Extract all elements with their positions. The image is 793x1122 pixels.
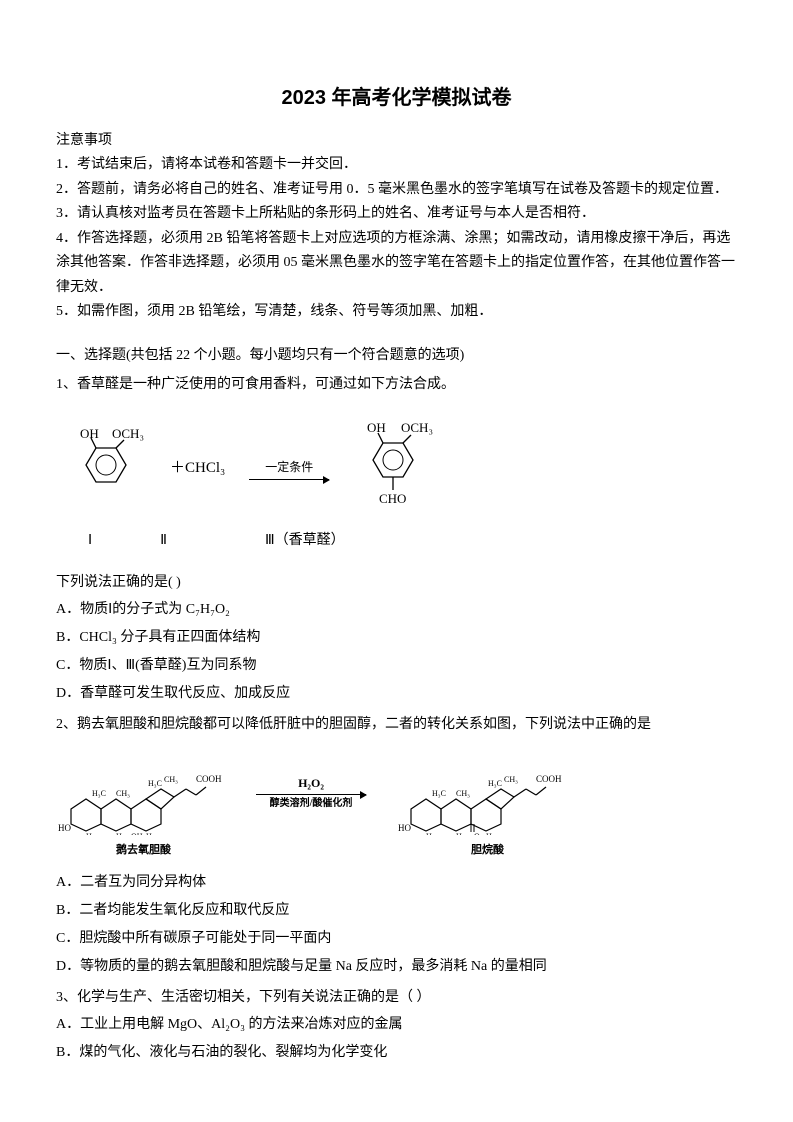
q2-option-a: A．二者互为同分异构体	[56, 869, 737, 897]
note-2: 2．答题前，请务必将自己的姓名、准考证号用 0．5 毫米黑色墨水的签字笔填写在试…	[56, 178, 737, 203]
q3-option-b: B．煤的气化、液化与石油的裂化、裂解均为化学变化	[56, 1039, 737, 1067]
reaction-arrow-2: H₂O₂ 醇类溶剂/酸催化剂	[256, 773, 366, 814]
section-1-heading: 一、选择题(共包括 22 个小题。每小题均只有一个符合题意的选项)	[56, 343, 737, 368]
svg-text:HO: HO	[58, 823, 71, 833]
svg-text:HO: HO	[398, 823, 411, 833]
label-mol-1: Ⅰ	[88, 528, 92, 553]
note-3: 3．请认真核对监考员在答题卡上所粘贴的条形码上的姓名、准考证号与本人是否相符．	[56, 202, 737, 227]
svg-text:H₃C: H₃C	[148, 779, 162, 788]
q3-stem: 3、化学与生产、生活密切相关，下列有关说法正确的是（ ）	[56, 985, 737, 1012]
svg-text:CH₃: CH₃	[504, 775, 518, 784]
arrow-top-label: H₂O₂	[298, 773, 324, 795]
arrow-condition-label: 一定条件	[265, 457, 313, 479]
svg-text:OCH₃: OCH₃	[112, 428, 144, 441]
svg-text:CH₃: CH₃	[116, 789, 130, 798]
molecule-3: OH OCH₃ CHO	[353, 418, 443, 518]
svg-text:H: H	[426, 832, 432, 835]
svg-text:H: H	[146, 832, 152, 835]
svg-text:H₃C: H₃C	[432, 789, 446, 798]
steroid-right-icon: HO CH₃ H₃C H₃C CH₃ H H H O COOH	[396, 749, 566, 837]
compound-name-right: 胆烷酸	[471, 841, 504, 861]
svg-text:OH: OH	[80, 428, 99, 441]
q3-option-a: A．工业上用电解 MgO、Al₂O₃ 的方法来冶炼对应的金属	[56, 1011, 737, 1039]
svg-text:CHO: CHO	[379, 491, 406, 506]
note-4: 4．作答选择题，必须用 2B 铅笔将答题卡上对应选项的方框涂满、涂黑；如需改动，…	[56, 227, 737, 301]
q2-option-d: D．等物质的量的鹅去氧胆酸和胆烷酸与足量 Na 反应时，最多消耗 Na 的量相同	[56, 953, 737, 981]
arrow-bottom-label: 醇类溶剂/酸催化剂	[270, 795, 353, 813]
q2-transform-diagram: HO CH₃ H₃C H₃C CH₃ H H H OH COOH H₂O₂ 醇类…	[56, 749, 737, 837]
q2-option-b: B．二者均能发生氧化反应和取代反应	[56, 897, 737, 925]
q2-stem: 2、鹅去氧胆酸和胆烷酸都可以降低肝脏中的胆固醇，二者的转化关系如图，下列说法中正…	[56, 712, 737, 739]
q1-reaction-diagram: OH OCH₃ ＋CHCl₃ 一定条件 OH OCH₃ CHO	[66, 418, 737, 518]
svg-text:H₃C: H₃C	[92, 789, 106, 798]
q1-stem: 1、香草醛是一种广泛使用的可食用香料，可通过如下方法合成。	[56, 372, 737, 399]
plus-reagent: ＋CHCl₃	[170, 455, 225, 482]
note-5: 5．如需作图，须用 2B 铅笔绘，写清楚，线条、符号等须加黑、加粗．	[56, 300, 737, 325]
benzene-ring-1-icon: OH OCH₃	[66, 428, 146, 508]
q1-prompt: 下列说法正确的是( )	[56, 570, 737, 597]
svg-text:COOH: COOH	[196, 774, 222, 784]
svg-text:CH₃: CH₃	[456, 789, 470, 798]
svg-text:H₃C: H₃C	[488, 779, 502, 788]
svg-text:H: H	[86, 832, 92, 835]
svg-text:CH₃: CH₃	[164, 775, 178, 784]
svg-text:COOH: COOH	[536, 774, 562, 784]
svg-text:H: H	[116, 832, 122, 835]
exam-title: 2023 年高考化学模拟试卷	[56, 80, 737, 116]
molecule-1: OH OCH₃	[66, 428, 146, 508]
notes-heading: 注意事项	[56, 128, 737, 153]
label-mol-3: Ⅲ（香草醛）	[265, 528, 345, 553]
svg-text:OH: OH	[131, 832, 143, 835]
svg-text:H: H	[486, 832, 492, 835]
q1-molecule-labels: Ⅰ Ⅱ Ⅲ（香草醛）	[88, 528, 737, 553]
note-1: 1．考试结束后，请将本试卷和答题卡一并交回．	[56, 153, 737, 178]
q1-option-a: A．物质Ⅰ的分子式为 C₇H₇O₂	[56, 596, 737, 624]
q1-option-d: D．香草醛可发生取代反应、加成反应	[56, 680, 737, 708]
steroid-left-icon: HO CH₃ H₃C H₃C CH₃ H H H OH COOH	[56, 749, 226, 837]
svg-text:O: O	[474, 832, 480, 835]
label-mol-2: Ⅱ	[160, 528, 167, 553]
benzene-ring-3-icon: OH OCH₃ CHO	[353, 418, 443, 518]
q2-option-c: C．胆烷酸中所有碳原子可能处于同一平面内	[56, 925, 737, 953]
q2-compound-names: 鹅去氧胆酸 胆烷酸	[116, 841, 737, 861]
q1-option-b: B．CHCl₃ 分子具有正四面体结构	[56, 624, 737, 652]
reaction-arrow-1: 一定条件	[249, 457, 329, 480]
svg-text:H: H	[456, 832, 462, 835]
q1-option-c: C．物质Ⅰ、Ⅲ(香草醛)互为同系物	[56, 652, 737, 680]
svg-text:OH: OH	[367, 420, 386, 435]
compound-name-left: 鹅去氧胆酸	[116, 841, 171, 861]
svg-text:OCH₃: OCH₃	[401, 420, 433, 435]
